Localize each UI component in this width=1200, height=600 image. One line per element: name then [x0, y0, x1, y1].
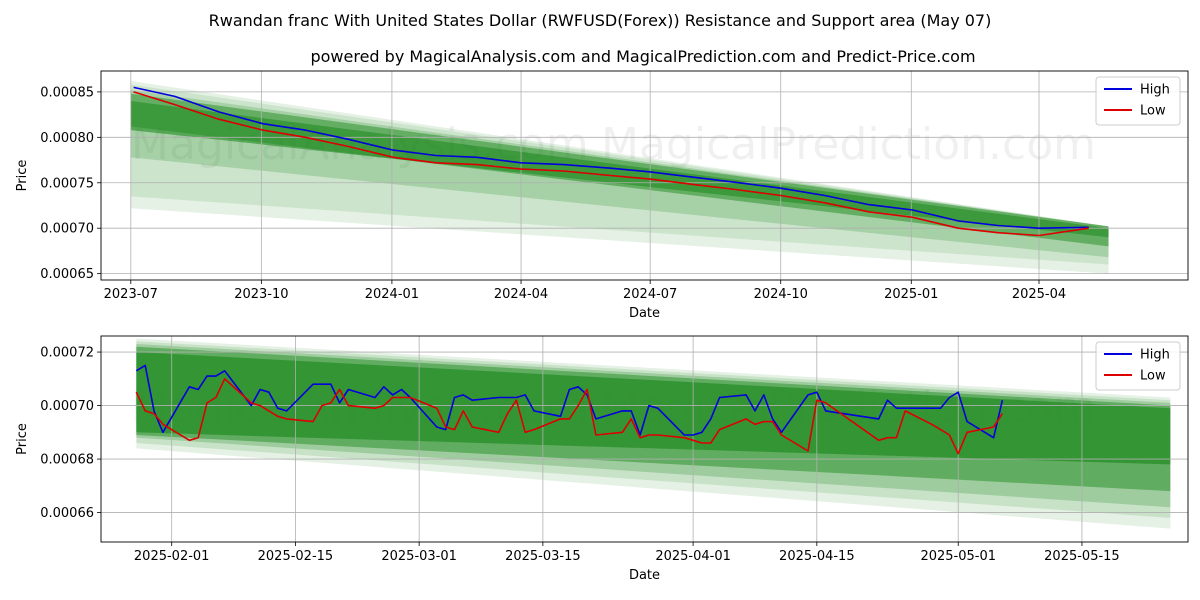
- x-tick-label: 2025-04: [1012, 287, 1066, 302]
- y-tick-label: 0.00070: [40, 399, 94, 414]
- high-series-line: [135, 364, 1004, 439]
- y-tick-label: 0.00070: [40, 222, 94, 237]
- x-axis-label: Date: [629, 306, 660, 321]
- y-tick-label: 0.00080: [40, 131, 94, 146]
- x-tick-label: 2024-01: [365, 287, 419, 302]
- support-resistance-bands: [136, 338, 1171, 529]
- forecast-band: [136, 352, 1171, 465]
- plot-frame: [100, 335, 1189, 543]
- low-series-line: [135, 378, 1004, 455]
- grid-lines: [101, 336, 1188, 542]
- y-tick-label: 0.00085: [40, 85, 94, 100]
- series-lines: [135, 364, 1004, 455]
- x-tick-label: 2025-03-01: [381, 549, 457, 564]
- y-tick-label: 0.00066: [40, 506, 94, 521]
- x-tick-label: 2025-05-01: [920, 549, 996, 564]
- chart-subtitle: powered by MagicalAnalysis.com and Magic…: [310, 47, 975, 66]
- y-axis-label: Price: [15, 423, 30, 455]
- legend-label-high: High: [1140, 83, 1170, 98]
- x-tick-label: 2024-10: [754, 287, 808, 302]
- legend: High Low: [1095, 76, 1181, 126]
- top-chart-panel: MagicalAnalysis.comMagicalPrediction.com…: [15, 70, 1189, 321]
- x-tick-label: 2025-05-15: [1044, 549, 1120, 564]
- legend-label-low: Low: [1140, 369, 1166, 384]
- low-series-line: [133, 91, 1089, 237]
- x-tick-label: 2025-04-15: [779, 549, 855, 564]
- support-resistance-bands: [130, 80, 1109, 274]
- x-tick-label: 2025-04-01: [655, 549, 731, 564]
- grid-lines: [101, 71, 1188, 280]
- bottom-chart-panel: MagicalAnalysis.comMagicalPrediction.com…: [15, 335, 1189, 583]
- y-tick-label: 0.00072: [40, 346, 94, 361]
- x-tick-label: 2025-02-01: [134, 549, 210, 564]
- x-tick-label: 2024-04: [494, 287, 548, 302]
- series-lines: [133, 86, 1089, 237]
- x-axis-label: Date: [629, 568, 660, 583]
- x-tick-label: 2024-07: [623, 287, 677, 302]
- y-tick-label: 0.00068: [40, 453, 94, 468]
- legend-label-high: High: [1140, 348, 1170, 363]
- legend: High Low: [1095, 341, 1181, 391]
- high-series-line: [133, 86, 1089, 229]
- y-axis-label: Price: [15, 160, 30, 192]
- x-tick-label: 2025-03-15: [505, 549, 581, 564]
- x-tick-label: 2023-10: [234, 287, 288, 302]
- chart-title: Rwandan franc With United States Dollar …: [209, 11, 992, 30]
- x-tick-label: 2023-07: [104, 287, 158, 302]
- watermark-text: MagicalPrediction.com: [601, 119, 1096, 170]
- legend-label-low: Low: [1140, 104, 1166, 119]
- y-tick-label: 0.00075: [40, 176, 94, 191]
- y-tick-label: 0.00065: [40, 267, 94, 282]
- x-tick-label: 2025-01: [884, 287, 938, 302]
- plot-frame: [100, 70, 1189, 281]
- x-tick-label: 2025-02-15: [258, 549, 334, 564]
